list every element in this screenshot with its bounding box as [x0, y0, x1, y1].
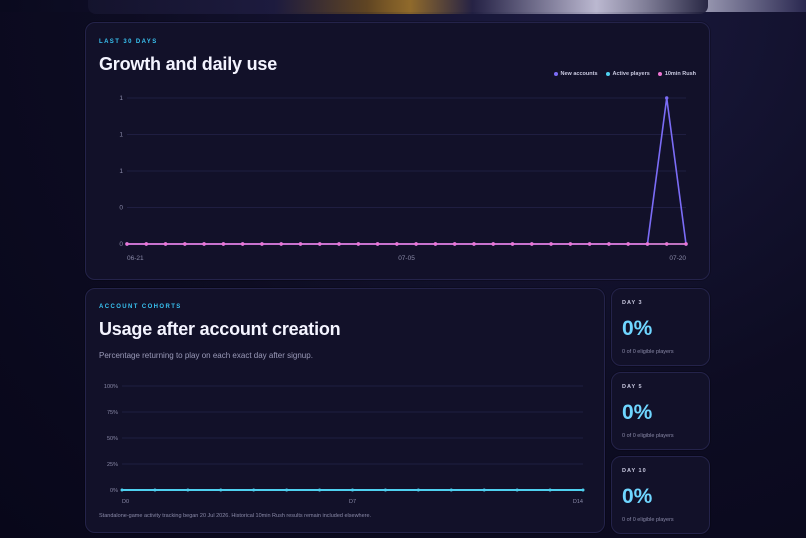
stat-card-day-10: DAY 10 0% 0 of 0 eligible players: [611, 456, 710, 534]
data-point-10min-rush: [318, 242, 322, 246]
y-tick-label: 1: [119, 168, 123, 175]
data-point-10min-rush: [144, 242, 148, 246]
growth-chart: 1 1 1 0 0 06-21 07-05 07-20: [119, 95, 688, 262]
legend-item-active-players: Active players: [605, 71, 650, 77]
stat-card-day-3: DAY 3 0% 0 of 0 eligible players: [611, 288, 710, 366]
cohorts-subtitle: Percentage returning to play on each exa…: [99, 351, 313, 360]
data-point-10min-rush: [510, 242, 515, 246]
data-point-10min-rush: [356, 242, 361, 246]
legend-label-new-accounts: New accounts: [560, 71, 598, 77]
data-point-10min-rush: [395, 242, 399, 246]
hero-banner-image: [88, 0, 708, 14]
y-tick-label: 0%: [110, 488, 118, 494]
legend-dot-new-accounts: [553, 72, 558, 76]
stat-card-day-5: DAY 5 0% 0 of 0 eligible players: [611, 372, 710, 450]
data-point-10min-rush: [414, 242, 418, 246]
data-point-10min-rush: [684, 242, 688, 246]
stat-sub: 0 of 0 eligible players: [622, 349, 674, 355]
data-point-10min-rush: [240, 242, 245, 246]
stat-sub: 0 of 0 eligible players: [622, 433, 674, 439]
stat-sub: 0 of 0 eligible players: [622, 517, 674, 523]
data-point-series: [153, 488, 157, 492]
data-point-10min-rush: [665, 242, 669, 246]
data-point-series: [252, 488, 256, 492]
stat-label: DAY 10: [622, 468, 647, 474]
data-point-series: [318, 488, 322, 492]
cohorts-eyebrow: ACCOUNT COHORTS: [99, 304, 182, 310]
data-point-10min-rush: [530, 242, 534, 246]
legend-dot-10min-rush: [657, 72, 662, 76]
data-point-series: [416, 488, 420, 492]
y-tick-label: 0: [119, 205, 123, 212]
y-tick-label: 1: [119, 95, 123, 102]
data-point-10min-rush: [163, 242, 168, 246]
stat-value: 0%: [622, 485, 653, 508]
data-point-10min-rush: [337, 242, 341, 246]
data-point-10min-rush: [491, 242, 495, 246]
data-point-10min-rush: [433, 242, 438, 246]
y-tick-label: 75%: [107, 410, 118, 416]
data-point-10min-rush: [183, 242, 187, 246]
growth-eyebrow: LAST 30 DAYS: [99, 39, 158, 45]
data-point-10min-rush: [125, 242, 129, 246]
data-point-10min-rush: [587, 242, 592, 246]
x-tick-label: D0: [122, 499, 129, 505]
growth-legend: New accounts Active players 10min Rush: [553, 71, 696, 77]
cohorts-card: ACCOUNT COHORTS Usage after account crea…: [85, 288, 605, 533]
stat-label: DAY 5: [622, 384, 643, 390]
data-point-10min-rush: [568, 242, 573, 246]
y-tick-label: 100%: [104, 384, 118, 390]
data-point-series: [515, 488, 519, 492]
data-point-10min-rush: [452, 242, 457, 246]
data-point-series: [482, 488, 486, 492]
data-point-series: [449, 488, 453, 492]
data-point-10min-rush: [375, 242, 380, 246]
data-point-10min-rush: [279, 242, 283, 246]
x-tick-label: D14: [573, 499, 583, 505]
data-point-series: [186, 488, 190, 492]
data-point-10min-rush: [260, 242, 264, 246]
data-point-10min-rush: [202, 242, 206, 246]
data-point-10min-rush: [626, 242, 630, 246]
legend-item-new-accounts: New accounts: [553, 71, 598, 77]
x-tick-label: 07-20: [669, 255, 686, 262]
data-point-series: [285, 488, 289, 492]
data-point-series: [581, 488, 585, 492]
data-point-10min-rush: [298, 242, 303, 246]
data-point-series: [548, 488, 552, 492]
data-point-series: [219, 488, 223, 492]
growth-card: LAST 30 DAYS Growth and daily use New ac…: [85, 22, 710, 280]
data-point-10min-rush: [645, 242, 650, 246]
data-point-10min-rush: [472, 242, 476, 246]
legend-label-10min-rush: 10min Rush: [664, 71, 696, 77]
cohort-chart: 100% 75% 50% 25% 0% D0 D7 D14: [104, 384, 585, 505]
data-point-10min-rush: [549, 242, 553, 246]
stat-value: 0%: [622, 401, 653, 424]
legend-dot-active-players: [605, 72, 610, 76]
stat-label: DAY 3: [622, 300, 643, 306]
data-point-series: [383, 488, 387, 492]
growth-title: Growth and daily use: [99, 54, 278, 74]
legend-item-10min-rush: 10min Rush: [657, 71, 696, 77]
y-tick-label: 0: [119, 241, 123, 248]
cohorts-title: Usage after account creation: [99, 319, 341, 339]
x-tick-label: 07-05: [398, 255, 415, 262]
data-point-series: [120, 488, 124, 492]
x-tick-label: D7: [349, 499, 356, 505]
data-point-new-accounts: [665, 96, 669, 100]
cohorts-footnote: Standalone-game activity tracking began …: [99, 513, 372, 519]
data-point-10min-rush: [221, 242, 226, 246]
x-tick-label: 06-21: [127, 255, 144, 262]
y-tick-label: 1: [119, 132, 123, 139]
y-tick-label: 50%: [107, 436, 118, 442]
y-tick-label: 25%: [107, 462, 118, 468]
stat-value: 0%: [622, 317, 653, 340]
data-point-series: [351, 488, 354, 492]
data-point-10min-rush: [607, 242, 611, 246]
legend-label-active-players: Active players: [612, 71, 650, 77]
